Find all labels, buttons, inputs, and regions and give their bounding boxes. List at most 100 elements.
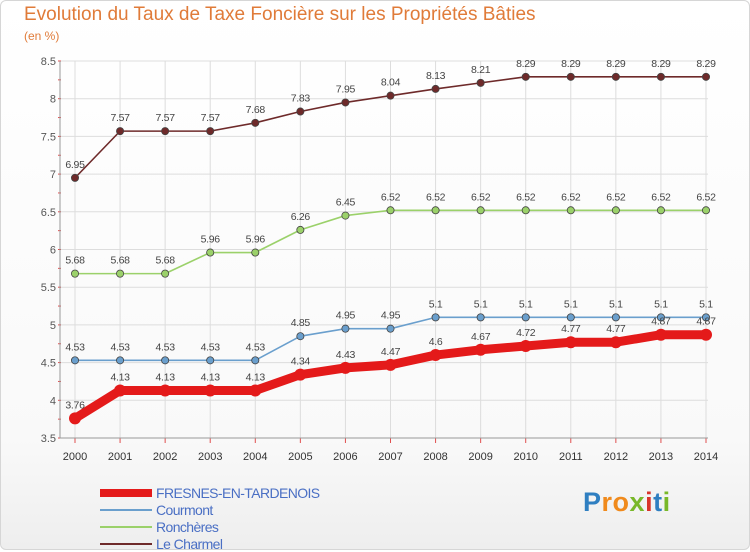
legend-label: Ronchères — [156, 518, 219, 535]
legend-swatch — [100, 508, 152, 511]
x-tick-label: 2001 — [108, 451, 132, 463]
data-point-roncheres — [341, 211, 350, 220]
data-label-roncheres: 5.96 — [201, 234, 221, 246]
logo-letter: i — [645, 487, 654, 517]
data-point-le-charmel — [71, 173, 80, 182]
data-point-roncheres — [206, 248, 215, 257]
chart-title: Evolution du Taux de Taxe Foncière sur l… — [24, 4, 536, 25]
data-point-roncheres — [521, 206, 530, 215]
legend-label: Courmont — [156, 501, 213, 518]
data-label-fresnes-en-tardenois: 3.76 — [65, 399, 85, 411]
data-point-courmont — [341, 324, 350, 333]
x-tick-label: 2003 — [198, 451, 222, 463]
data-point-le-charmel — [116, 127, 125, 136]
data-point-fresnes-en-tardenois — [159, 384, 172, 397]
y-tick-label: 8 — [50, 94, 56, 106]
data-point-courmont — [386, 324, 395, 333]
x-tick-label: 2009 — [468, 451, 492, 463]
data-label-le-charmel: 8.04 — [381, 77, 401, 89]
logo-letter: r — [601, 487, 613, 517]
data-label-le-charmel: 7.57 — [201, 112, 221, 124]
data-label-fresnes-en-tardenois: 4.13 — [201, 371, 221, 383]
data-point-courmont — [251, 356, 260, 365]
data-point-courmont — [116, 356, 125, 365]
data-point-le-charmel — [386, 91, 395, 100]
x-tick-label: 2013 — [649, 451, 673, 463]
data-label-courmont: 4.53 — [156, 341, 176, 353]
data-label-le-charmel: 8.21 — [471, 64, 491, 76]
y-tick-label: 8.5 — [41, 56, 56, 68]
y-tick-label: 3.5 — [41, 433, 56, 445]
data-point-le-charmel — [702, 72, 711, 81]
data-point-courmont — [656, 313, 665, 322]
data-label-roncheres: 6.52 — [606, 191, 626, 203]
data-label-courmont: 5.1 — [564, 298, 578, 310]
data-point-fresnes-en-tardenois — [69, 412, 81, 425]
data-point-roncheres — [476, 206, 485, 215]
data-label-roncheres: 6.52 — [516, 191, 536, 203]
legend-item-courmont: Courmont — [100, 501, 320, 518]
data-point-roncheres — [566, 206, 575, 215]
data-label-fresnes-en-tardenois: 4.77 — [606, 323, 626, 335]
data-label-roncheres: 6.52 — [381, 191, 401, 203]
data-label-fresnes-en-tardenois: 4.13 — [246, 371, 266, 383]
data-point-roncheres — [386, 206, 395, 215]
data-point-fresnes-en-tardenois — [114, 384, 127, 397]
data-label-courmont: 5.1 — [429, 298, 443, 310]
data-label-fresnes-en-tardenois: 4.13 — [156, 371, 176, 383]
data-label-fresnes-en-tardenois: 4.77 — [561, 323, 581, 335]
y-tick-label: 4 — [50, 395, 56, 407]
data-point-courmont — [702, 313, 711, 322]
logo-letter: i — [662, 487, 671, 517]
data-point-fresnes-en-tardenois — [474, 343, 487, 356]
data-label-roncheres: 5.96 — [246, 234, 266, 246]
data-label-le-charmel: 8.29 — [516, 58, 536, 70]
legend-swatch — [100, 488, 152, 497]
data-label-le-charmel: 8.29 — [696, 58, 716, 70]
x-tick-label: 2006 — [333, 451, 357, 463]
x-tick-label: 2011 — [559, 451, 583, 463]
data-point-roncheres — [71, 269, 80, 278]
data-label-courmont: 4.53 — [110, 341, 130, 353]
legend-swatch — [100, 525, 152, 528]
y-axis-unit: (en %) — [24, 29, 60, 43]
y-tick-label: 5.5 — [41, 282, 56, 294]
proxiti-logo: Proxiti — [583, 487, 671, 518]
data-point-le-charmel — [296, 107, 305, 116]
y-tick-label: 4.5 — [41, 358, 56, 370]
data-label-courmont: 4.85 — [291, 317, 311, 329]
data-point-fresnes-en-tardenois — [249, 384, 262, 397]
data-label-le-charmel: 7.57 — [110, 112, 130, 124]
data-point-le-charmel — [476, 78, 485, 87]
data-label-le-charmel: 8.29 — [606, 58, 626, 70]
data-point-fresnes-en-tardenois — [204, 384, 217, 397]
data-label-le-charmel: 7.95 — [336, 83, 356, 95]
data-label-roncheres: 5.68 — [110, 255, 130, 267]
x-tick-label: 2012 — [604, 451, 628, 463]
data-label-fresnes-en-tardenois: 4.34 — [291, 356, 311, 368]
data-point-roncheres — [296, 225, 305, 234]
data-label-roncheres: 6.45 — [336, 197, 356, 209]
data-point-fresnes-en-tardenois — [384, 358, 397, 371]
data-label-courmont: 4.95 — [336, 310, 356, 322]
legend-item-roncheres: Ronchères — [100, 518, 320, 535]
data-point-courmont — [611, 313, 620, 322]
data-label-courmont: 4.53 — [65, 341, 85, 353]
data-point-roncheres — [251, 248, 260, 257]
x-tick-label: 2004 — [243, 451, 267, 463]
data-point-le-charmel — [521, 72, 530, 81]
data-point-courmont — [431, 313, 440, 322]
data-point-courmont — [521, 313, 530, 322]
data-label-roncheres: 6.52 — [696, 191, 716, 203]
data-point-fresnes-en-tardenois — [564, 336, 577, 349]
data-point-le-charmel — [161, 127, 170, 136]
data-label-courmont: 5.1 — [519, 298, 533, 310]
x-tick-label: 2000 — [63, 451, 87, 463]
data-label-courmont: 4.53 — [201, 341, 221, 353]
legend-label: FRESNES-EN-TARDENOIS — [156, 484, 320, 501]
x-tick-label: 2007 — [378, 451, 402, 463]
data-point-fresnes-en-tardenois — [429, 349, 442, 362]
data-label-roncheres: 6.52 — [471, 191, 491, 203]
data-label-courmont: 5.1 — [654, 298, 668, 310]
